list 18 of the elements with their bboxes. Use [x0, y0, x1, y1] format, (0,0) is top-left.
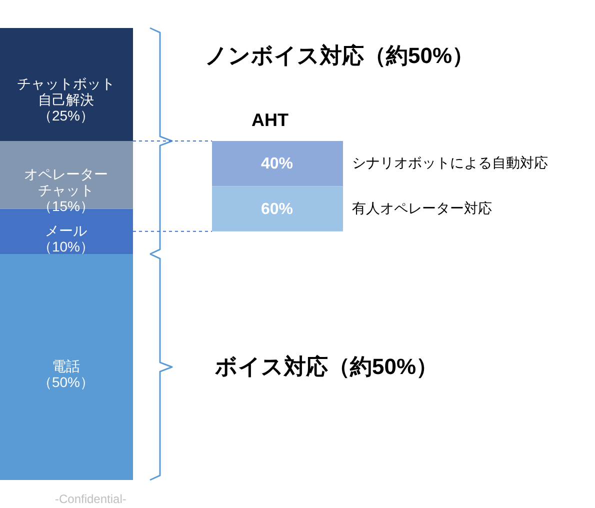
data-label: （50%） — [38, 374, 94, 390]
text: ノンボイス対応（約50%） — [205, 43, 474, 68]
text: 40% — [260, 156, 294, 173]
data-label: （10%） — [38, 238, 94, 254]
series-label: 電話 — [52, 358, 80, 374]
text: 60% — [260, 200, 294, 218]
series-label: メール — [45, 222, 87, 238]
category-label: シナリオボットによる自動対応 — [352, 154, 548, 171]
category-label: 有人オペレーター対応 — [352, 200, 492, 216]
text: AHT — [252, 110, 288, 130]
bar — [0, 254, 133, 480]
text: -Confidential- — [55, 492, 126, 506]
bar — [0, 28, 133, 141]
series-label: チャットボット自己解決 — [17, 76, 115, 108]
text: ボイス対応（約50%） — [214, 354, 438, 379]
data-label: （15%） — [38, 198, 94, 214]
series-label: オペレーターチャット — [24, 166, 108, 198]
data-label: （25%） — [38, 108, 94, 124]
